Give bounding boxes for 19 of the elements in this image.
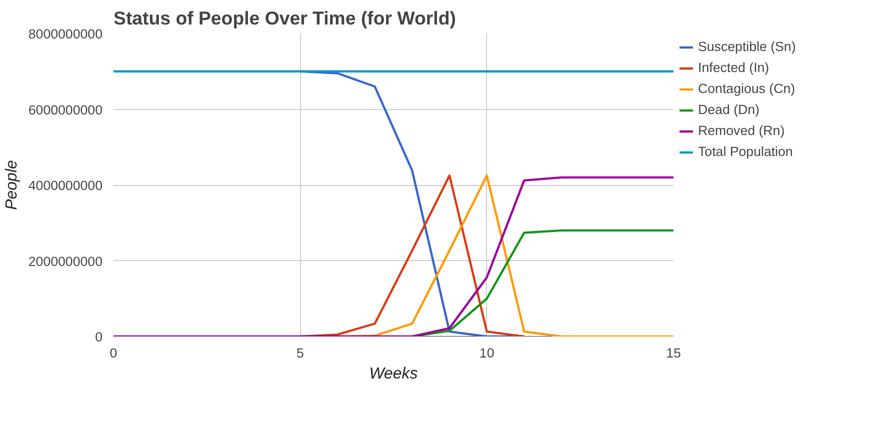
legend-label: Contagious (Cn)	[698, 81, 796, 96]
y-axis-title: People	[3, 160, 20, 210]
legend-label: Dead (Dn)	[698, 102, 760, 117]
y-tick-label: 0	[95, 330, 103, 344]
line-series	[114, 176, 674, 336]
chart-title: Status of People Over Time (for World)	[114, 8, 456, 28]
x-tick-label: 15	[666, 346, 681, 360]
x-tick-label: 10	[479, 346, 494, 360]
legend-label: Susceptible (Sn)	[698, 39, 797, 54]
x-axis-title: Weeks	[369, 366, 418, 382]
legend-label: Removed (Rn)	[698, 123, 786, 138]
y-tick-label: 2000000000	[28, 254, 102, 269]
y-tick-label: 8000000000	[28, 26, 102, 42]
x-tick-label: 0	[110, 346, 118, 360]
y-tick-label: 4000000000	[28, 178, 102, 193]
legend-label: Infected (In)	[698, 60, 770, 75]
legend-label: Total Population	[698, 144, 794, 159]
x-tick-label: 5	[296, 346, 304, 360]
y-tick-label: 6000000000	[28, 102, 102, 118]
